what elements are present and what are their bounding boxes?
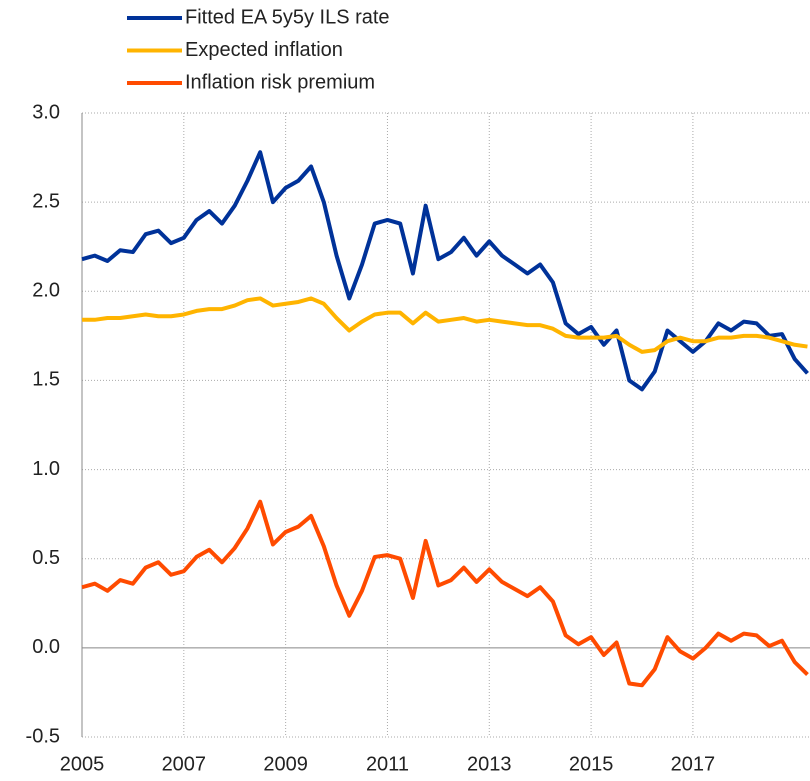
x-tick-label: 2007	[162, 753, 207, 775]
x-tick-label: 2015	[569, 753, 614, 775]
x-tick-label: 2013	[467, 753, 512, 775]
y-tick-label: 1.5	[32, 369, 60, 391]
legend-label: Inflation risk premium	[185, 71, 375, 93]
line-series	[81, 150, 809, 392]
x-tick-label: 2011	[366, 753, 409, 775]
legend-label: Expected inflation	[185, 39, 343, 61]
line-series	[81, 499, 809, 688]
y-tick-label: 1.0	[32, 458, 60, 480]
y-tick-label: -0.5	[26, 725, 60, 747]
x-tick-label: 2017	[671, 753, 716, 775]
x-tick-label: 2005	[60, 753, 105, 775]
y-tick-label: 3.0	[32, 101, 60, 123]
legend-label: Fitted EA 5y5y ILS rate	[185, 6, 390, 28]
y-tick-label: 0.5	[32, 547, 60, 569]
line-series	[82, 296, 808, 354]
x-tick-label: 2009	[263, 753, 308, 775]
y-tick-label: 2.0	[32, 280, 60, 302]
y-tick-label: 2.5	[32, 190, 60, 212]
y-tick-label: 0.0	[32, 636, 60, 658]
